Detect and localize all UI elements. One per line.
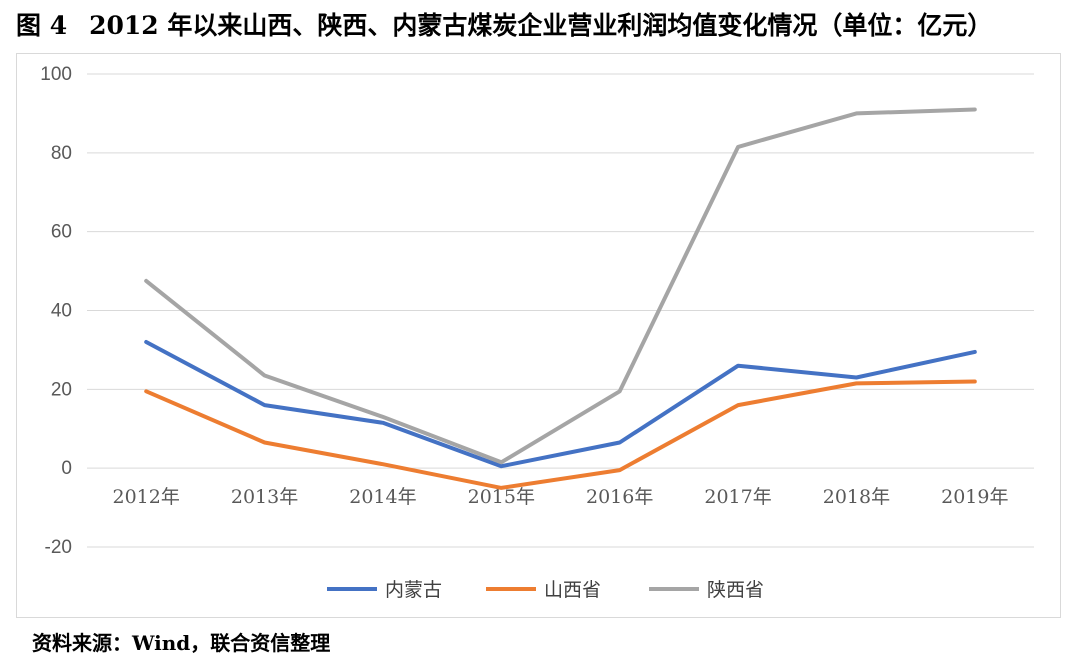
x-tick-label: 2013年	[231, 486, 298, 508]
x-tick-label: 2019年	[941, 486, 1008, 508]
y-tick-label: 0	[61, 458, 72, 479]
x-tick-label: 2014年	[349, 486, 416, 508]
gridlines	[87, 73, 1034, 548]
x-tick-label: 2016年	[586, 486, 653, 508]
y-tick-label: 20	[51, 379, 72, 400]
line-chart: 100 80 60 40 20 0 -20 2012年 2013年 2014年 2015年 2016…	[40, 64, 1034, 601]
figure-title: 图 4 2012 年以来山西、陕西、内蒙古煤炭企业营业利润均值变化情况（单位：亿元…	[16, 6, 1072, 46]
figure-caption: 2012 年以来山西、陕西、内蒙古煤炭企业营业利润均值变化情况（单位：亿元）	[89, 11, 993, 40]
y-axis: 100 80 60 40 20 0 -20	[40, 64, 72, 558]
x-tick-label: 2015年	[468, 486, 535, 508]
x-axis: 2012年 2013年 2014年 2015年 2016年 2017年 2018年 2019年	[113, 486, 1009, 508]
source-note: 资料来源：Wind，联合资信整理	[32, 631, 331, 655]
legend-label: 内蒙古	[385, 579, 442, 601]
y-tick-label: 80	[51, 143, 72, 164]
series-line-1	[144, 340, 977, 469]
series-lines	[144, 107, 977, 490]
y-tick-label: 60	[51, 222, 72, 243]
series-line-3	[144, 107, 977, 465]
x-tick-label: 2018年	[823, 486, 890, 508]
figure-number: 图 4	[16, 11, 68, 40]
y-tick-label: 100	[40, 64, 72, 85]
legend-label: 陕西省	[707, 579, 764, 601]
chart-frame: 100 80 60 40 20 0 -20 2012年 2013年 2014年 2015年 2016…	[16, 53, 1061, 618]
x-tick-label: 2012年	[113, 486, 180, 508]
legend-label: 山西省	[544, 579, 601, 601]
y-tick-label: -20	[45, 537, 72, 558]
y-tick-label: 40	[51, 301, 72, 322]
legend: 内蒙古 山西省 陕西省	[327, 579, 764, 601]
series-line-2	[144, 379, 977, 490]
x-tick-label: 2017年	[704, 486, 771, 508]
